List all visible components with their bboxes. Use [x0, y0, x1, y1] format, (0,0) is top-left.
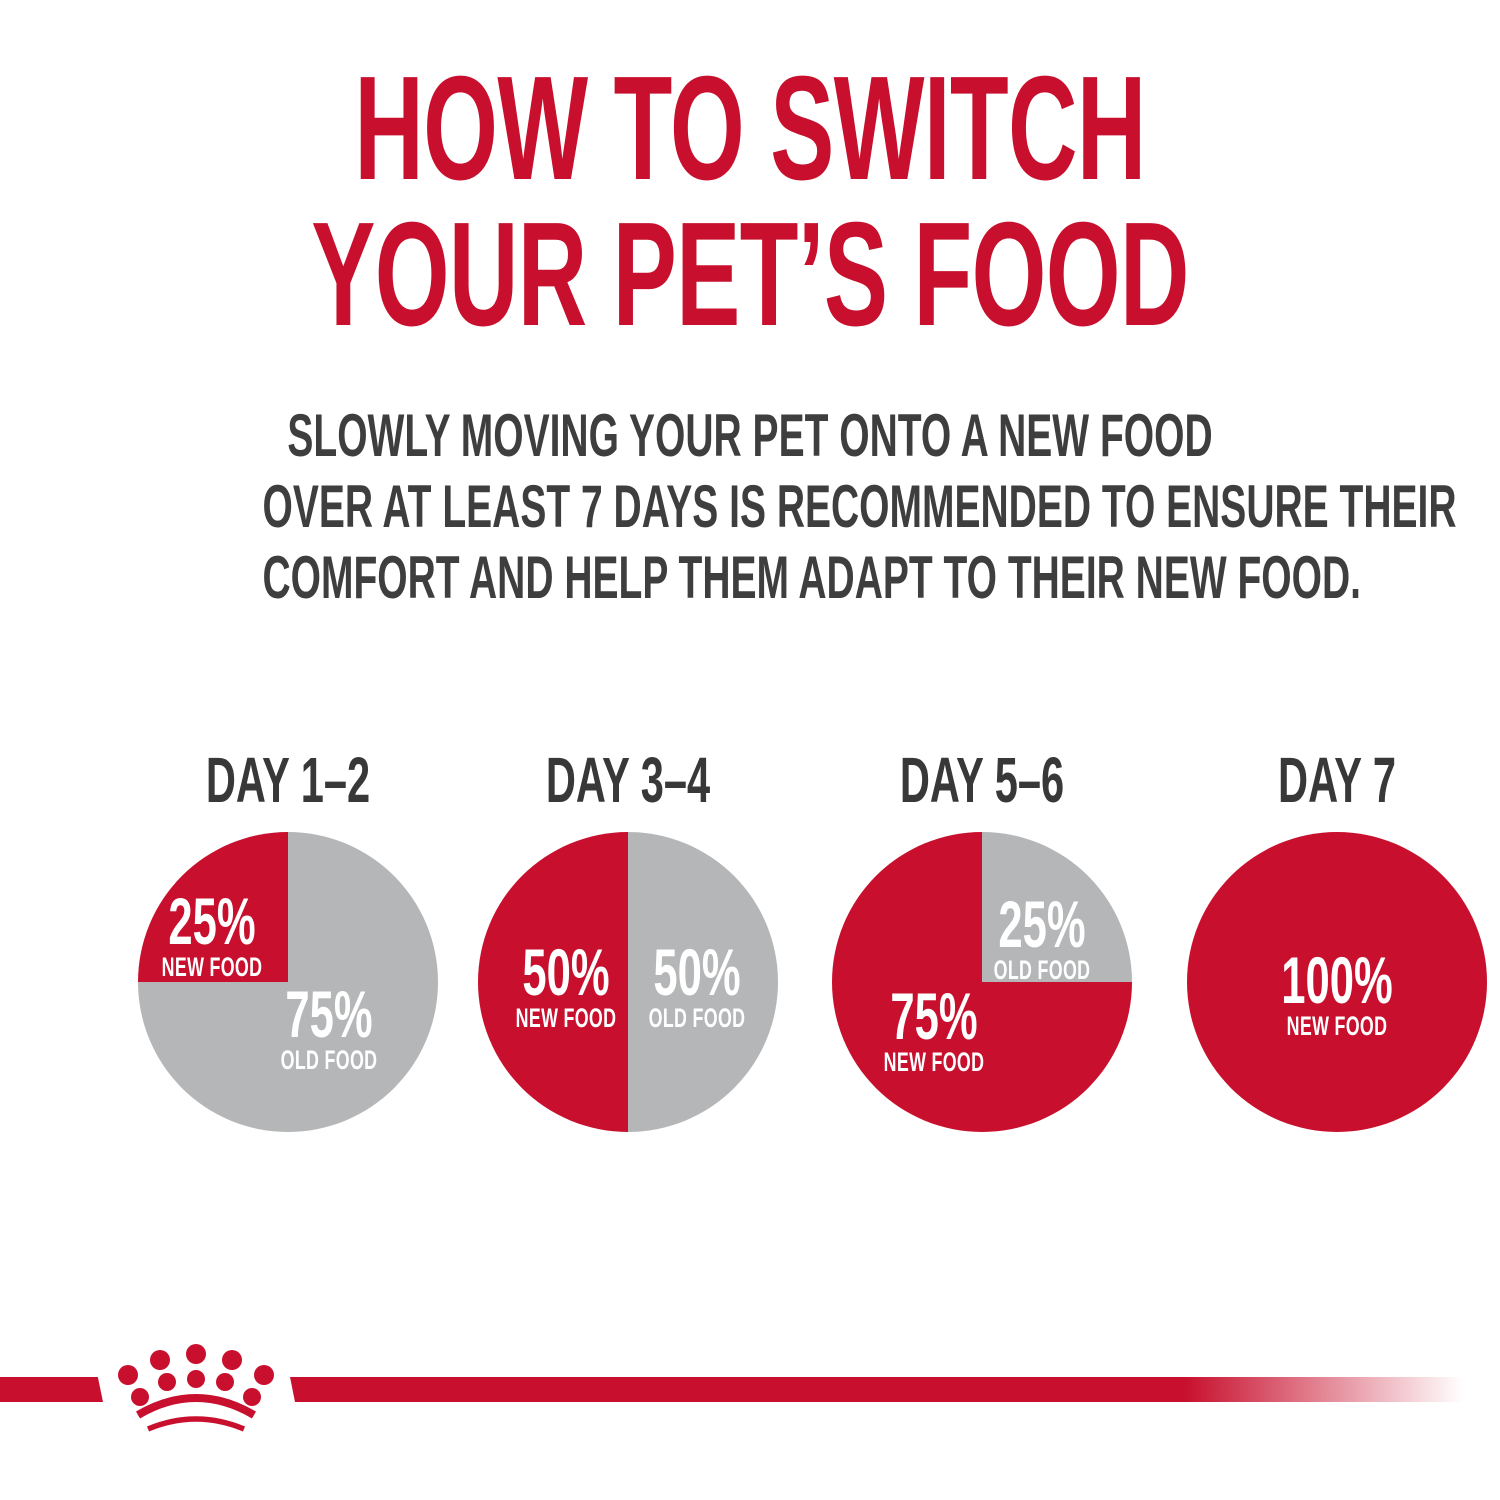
subtitle-line-2: OVER AT LEAST 7 DAYS IS RECOMMENDED TO E… [262, 473, 1457, 540]
pie-column-day-5-6: DAY 5–6 25% OLD FOOD 75% NEW FOOD [832, 745, 1132, 1132]
slice-percent: 75% [284, 977, 373, 1051]
page-title: HOW TO SWITCH YOUR PET’S FOOD [0, 46, 1500, 357]
day-label-3-4: DAY 3–4 [545, 744, 711, 816]
day-label-5-6: DAY 5–6 [899, 744, 1065, 816]
day-label-7: DAY 7 [1278, 744, 1396, 816]
pie-column-day-1-2: DAY 1–2 25% NEW FOOD 75% OLD FOOD [138, 745, 438, 1132]
slice-label-new-food: 100% NEW FOOD [1281, 942, 1393, 1042]
slice-name: NEW FOOD [883, 1046, 985, 1077]
slice-percent: 25% [167, 884, 256, 958]
pie-chart-day-3-4: 50% NEW FOOD 50% OLD FOOD [478, 832, 778, 1132]
title-line-1: HOW TO SWITCH [354, 46, 1146, 211]
slice-label-old-food: 50% OLD FOOD [648, 935, 746, 1034]
slice-percent: 25% [998, 887, 1086, 961]
slice-name: NEW FOOD [1286, 1010, 1388, 1041]
royal-canin-crown-icon [118, 1344, 274, 1432]
slice-percent: 50% [522, 935, 610, 1009]
slice-label-new-food: 50% NEW FOOD [515, 935, 617, 1034]
subtitle: SLOWLY MOVING YOUR PET ONTO A NEW FOOD O… [0, 400, 1500, 613]
pie-column-day-3-4: DAY 3–4 50% NEW FOOD 50% OLD FOOD [478, 745, 778, 1132]
subtitle-line-3: COMFORT AND HELP THEM ADAPT TO THEIR NEW… [262, 544, 1361, 611]
slice-label-old-food: 25% OLD FOOD [993, 887, 1091, 986]
red-stripe-right [290, 1377, 1500, 1402]
slice-percent: 100% [1281, 942, 1393, 1017]
slice-label-new-food: 25% NEW FOOD [161, 884, 262, 983]
title-line-2: YOUR PET’S FOOD [311, 192, 1189, 357]
slice-label-new-food: 75% NEW FOOD [883, 978, 985, 1078]
pie-chart-day-7: 100% NEW FOOD [1187, 832, 1487, 1132]
slice-label-old-food: 75% OLD FOOD [280, 977, 377, 1076]
red-stripe-left [0, 1377, 103, 1402]
slice-name: NEW FOOD [161, 952, 262, 982]
slice-percent: 75% [890, 978, 978, 1053]
pie-chart-day-5-6: 25% OLD FOOD 75% NEW FOOD [832, 832, 1132, 1132]
slice-name: NEW FOOD [515, 1003, 617, 1033]
day-label-1-2: DAY 1–2 [205, 744, 371, 816]
pie-column-day-7: DAY 7 100% NEW FOOD [1187, 745, 1487, 1132]
slice-name: OLD FOOD [993, 955, 1091, 985]
slice-name: OLD FOOD [648, 1003, 746, 1033]
pie-chart-day-1-2: 25% NEW FOOD 75% OLD FOOD [138, 832, 438, 1132]
slice-percent: 50% [653, 935, 741, 1009]
slice-name: OLD FOOD [280, 1045, 377, 1075]
subtitle-line-1: SLOWLY MOVING YOUR PET ONTO A NEW FOOD [287, 402, 1213, 469]
